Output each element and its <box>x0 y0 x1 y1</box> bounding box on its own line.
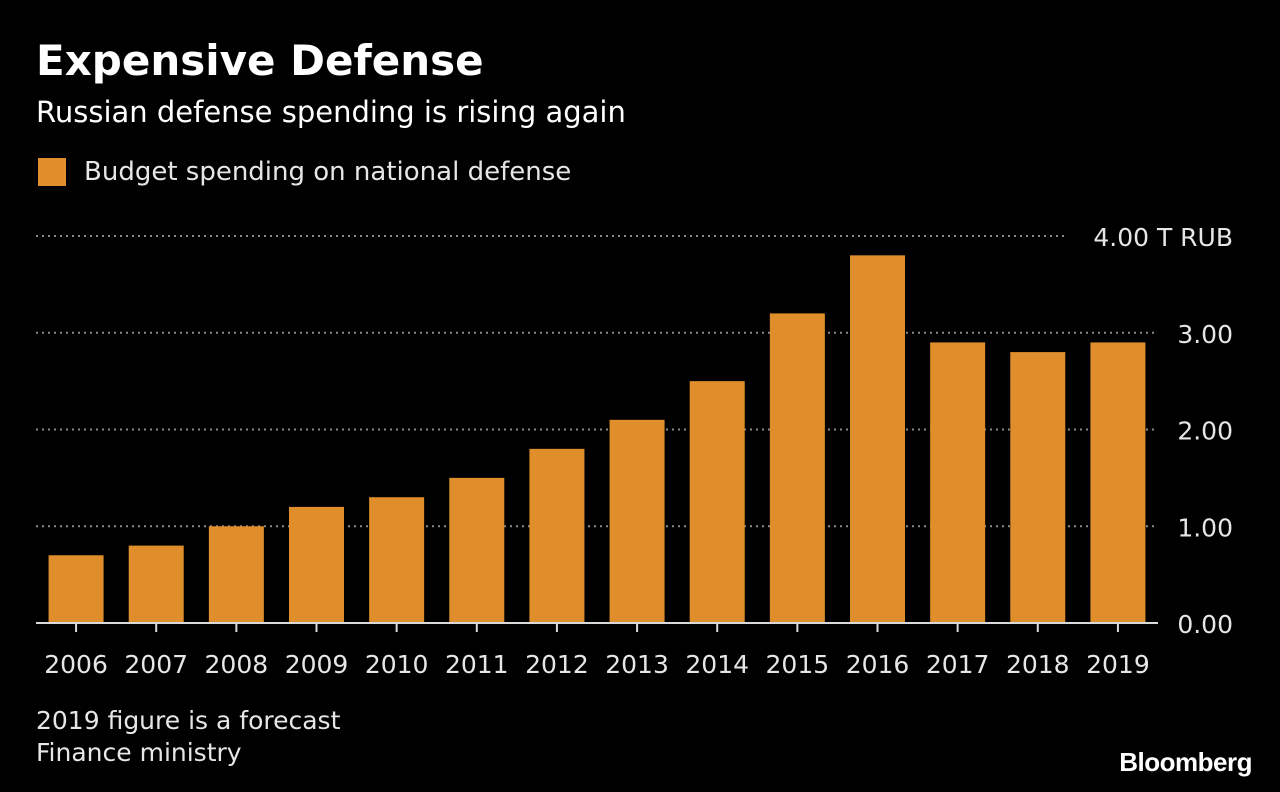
x-tick-label: 2017 <box>926 650 990 679</box>
legend-swatch <box>38 158 66 186</box>
bar-2014 <box>689 381 745 623</box>
y-tick-label: 2.00 <box>1177 417 1233 446</box>
source-note: Finance ministry <box>36 738 242 767</box>
bar-chart: 0.001.002.003.004.00 T RUB 2006 2007 2008 2… <box>36 223 1233 679</box>
legend-label: Budget spending on national defense <box>84 157 572 187</box>
bar-2016 <box>850 255 905 623</box>
bar-2007 <box>128 545 184 623</box>
bar-2012 <box>529 448 585 623</box>
y-tick-label: 1.00 <box>1177 513 1233 542</box>
x-tick-label: 2010 <box>365 650 429 679</box>
bar-2013 <box>609 419 665 623</box>
x-tick-label: 2009 <box>285 650 349 679</box>
bar-2018 <box>1010 352 1066 623</box>
y-axis-labels: 0.00 1.00 2.00 3.00 4.00 T RUB <box>1093 223 1233 639</box>
chart-title: Expensive Defense <box>36 36 484 85</box>
legend: Budget spending on national defense <box>38 155 571 189</box>
y-tick-label: 3.00 <box>1177 320 1233 349</box>
bar-2006 <box>48 555 104 623</box>
x-axis <box>36 622 1158 632</box>
bloomberg-logo: Bloomberg <box>1119 747 1252 777</box>
bars <box>48 255 1146 623</box>
x-tick-label: 2015 <box>766 650 830 679</box>
x-axis-labels: 2006 2007 2008 2009 2010 2011 2012 2013 2014 2015… <box>44 650 1149 679</box>
gridlines <box>36 235 1158 528</box>
x-tick-label: 2006 <box>44 650 108 679</box>
bar-2009 <box>289 506 344 623</box>
bar-2008 <box>208 526 264 623</box>
x-tick-label: 2013 <box>605 650 669 679</box>
y-tick-label: 0.00 <box>1177 610 1233 639</box>
bar-2011 <box>449 477 505 623</box>
chart-subtitle: Russian defense spending is rising again <box>36 95 626 129</box>
y-tick-label: 4.00 T RUB <box>1093 223 1233 252</box>
bar-2010 <box>369 497 425 623</box>
footnote: 2019 figure is a forecast <box>36 706 341 735</box>
bar-2019 <box>1090 342 1146 623</box>
x-tick-label: 2016 <box>846 650 910 679</box>
bar-2017 <box>930 342 986 623</box>
bar-2015 <box>769 313 825 623</box>
x-tick-label: 2012 <box>525 650 589 679</box>
x-tick-label: 2007 <box>124 650 188 679</box>
x-tick-label: 2008 <box>205 650 269 679</box>
x-tick-label: 2014 <box>685 650 749 679</box>
x-tick-label: 2019 <box>1086 650 1150 679</box>
x-tick-label: 2018 <box>1006 650 1070 679</box>
x-tick-label: 2011 <box>445 650 509 679</box>
